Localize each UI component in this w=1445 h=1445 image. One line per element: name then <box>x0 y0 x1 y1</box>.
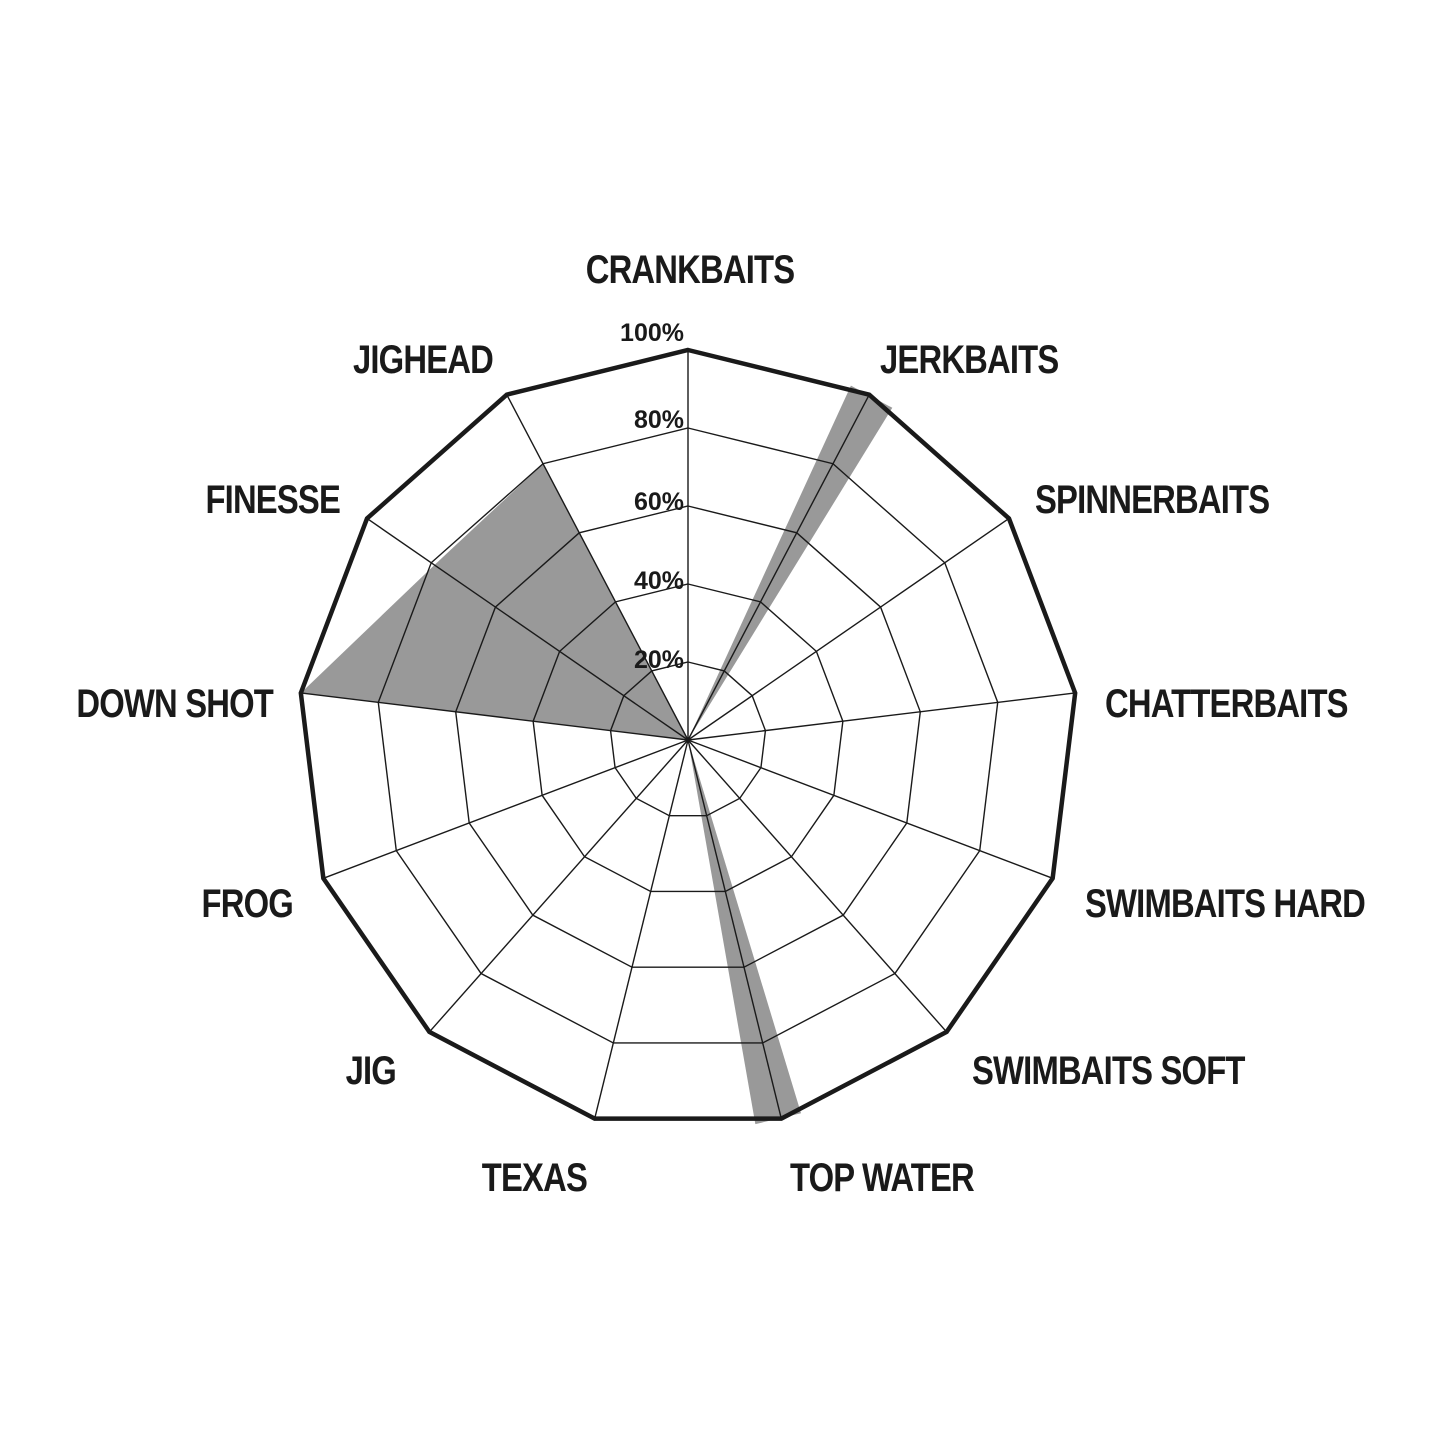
grid-ring-20 <box>609 661 767 817</box>
category-label: FROG <box>202 881 293 926</box>
data-fill-layer <box>300 385 893 1125</box>
axis-spoke <box>687 739 783 1119</box>
axis-spoke <box>687 739 1053 879</box>
axis-spoke <box>300 692 689 741</box>
category-label: CRANKBAITS <box>586 247 795 292</box>
axis-spoke <box>687 692 1076 741</box>
category-label: JERKBAITS <box>880 337 1058 382</box>
grid-ring-100 <box>298 347 1078 1121</box>
radial-tick-label: 40% <box>634 567 684 595</box>
axis-spoke <box>687 517 1010 741</box>
axis-spoke <box>687 394 870 741</box>
grid-ring-60 <box>454 505 922 968</box>
data-spike-jerkbaits <box>688 385 893 740</box>
axis-spoke <box>428 739 689 1033</box>
axis-spoke <box>366 517 689 741</box>
axis-spoke <box>593 739 689 1119</box>
category-label: JIG <box>346 1048 396 1093</box>
radial-tick-label: 60% <box>634 488 684 516</box>
radial-tick-labels: 20% 40% 60% 80% 100% <box>620 319 684 674</box>
radial-tick-label: 100% <box>620 319 684 347</box>
radial-tick-label: 80% <box>634 406 684 434</box>
axis-spoke <box>687 739 948 1033</box>
category-label: FINESSE <box>205 477 340 522</box>
category-label: JIGHEAD <box>353 337 493 382</box>
axis-spoke <box>323 739 689 879</box>
data-spike-top-water <box>688 740 802 1125</box>
radial-tick-label: 20% <box>634 646 684 674</box>
category-label: CHATTERBAITS <box>1105 681 1348 726</box>
category-label: TEXAS <box>482 1155 587 1200</box>
category-label: SWIMBAITS HARD <box>1085 881 1365 926</box>
category-label: SWIMBAITS SOFT <box>972 1048 1245 1093</box>
grid-ring-40 <box>532 583 844 893</box>
axis-spoke <box>506 394 689 741</box>
grid-ring-80 <box>377 427 999 1044</box>
data-area <box>300 463 688 740</box>
grid-layer <box>298 347 1078 1121</box>
category-label: TOP WATER <box>790 1155 974 1200</box>
category-labels: CRANKBAITS JERKBAITS SPINNERBAITS CHATTERBA… <box>76 247 1365 1200</box>
category-label: DOWN SHOT <box>76 681 273 726</box>
category-label: SPINNERBAITS <box>1035 477 1269 522</box>
